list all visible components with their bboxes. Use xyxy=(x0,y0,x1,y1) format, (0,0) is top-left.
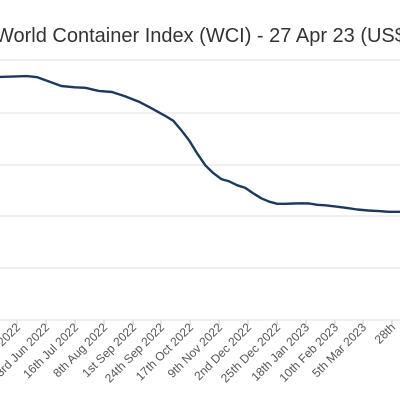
series-line-1 xyxy=(0,74,400,213)
x-tick-label: 28th xyxy=(372,320,398,346)
chart-title: World Container Index (WCI) - 27 Apr 23 … xyxy=(0,25,400,47)
grid xyxy=(0,59,400,321)
series-group xyxy=(0,74,400,213)
